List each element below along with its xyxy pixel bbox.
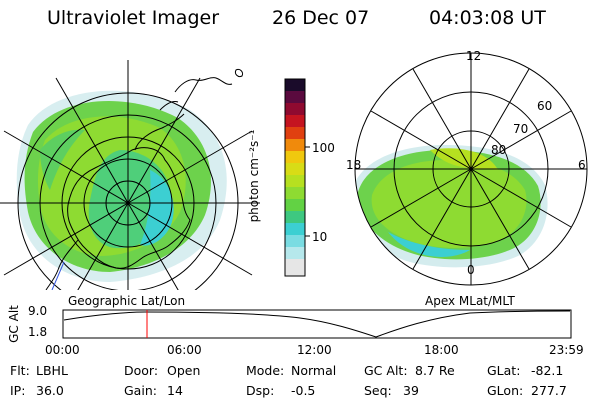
coastline — [45, 69, 243, 290]
colorbar-tick-10: 10 — [312, 230, 328, 244]
status-mode-label: Mode: — [246, 363, 285, 378]
mlt-label-6: 6 — [578, 158, 586, 172]
altitude-tick-low: 1.8 — [28, 325, 48, 339]
observation-time: 04:03:08 UT — [429, 7, 546, 29]
status-door-label: Door: — [124, 363, 159, 378]
status-door-value: Open — [167, 363, 201, 378]
status-filter-label: Flt: — [10, 363, 30, 378]
instrument-title: Ultraviolet Imager — [47, 7, 220, 29]
aurora-emission-geographic — [16, 90, 227, 282]
time-tick: 00:00 — [45, 343, 80, 357]
magnetic-map — [354, 52, 588, 286]
mlt-label-18: 18 — [346, 158, 362, 172]
magnetic-caption: Apex MLat/MLT — [425, 294, 515, 308]
altitude-tick-high: 9.0 — [28, 304, 48, 318]
geographic-caption: Geographic Lat/Lon — [68, 294, 186, 308]
status-glat-label: GLat: — [487, 363, 521, 378]
time-tick: 12:00 — [297, 343, 332, 357]
status-ip-value: 36.0 — [36, 383, 64, 398]
status-gain-label: Gain: — [124, 383, 157, 398]
colorbar — [284, 78, 310, 277]
observation-date: 26 Dec 07 — [272, 7, 370, 29]
mlt-label-12: 12 — [466, 49, 482, 63]
status-glat-value: -82.1 — [531, 363, 564, 378]
time-tick: 23:59 — [549, 343, 584, 357]
mlt-label-0: 0 — [467, 263, 475, 277]
altitude-plot — [62, 309, 572, 339]
colorbar-tick-100: 100 — [312, 141, 335, 155]
status-gcalt-value: 8.7 Re — [415, 363, 455, 378]
time-tick: 18:00 — [424, 343, 459, 357]
status-glon-label: GLon: — [487, 383, 524, 398]
mlat-label-70: 70 — [513, 122, 529, 136]
status-gcalt-label: GC Alt: — [364, 363, 408, 378]
latlon-grid — [0, 60, 260, 290]
mlat-label-80: 80 — [491, 143, 507, 157]
mlat-label-60: 60 — [537, 99, 553, 113]
status-dsp-label: Dsp: — [246, 383, 275, 398]
status-seq-value: 39 — [403, 383, 419, 398]
altitude-axis-label: GC Alt — [7, 305, 21, 343]
colorbar-unit-label: photon cm⁻²s⁻¹ — [247, 129, 261, 223]
status-filter-value: LBHL — [36, 363, 68, 378]
time-tick: 06:00 — [167, 343, 202, 357]
status-gain-value: 14 — [167, 383, 183, 398]
orbit-track-geo — [51, 261, 65, 290]
status-ip-label: IP: — [10, 383, 26, 398]
status-mode-value: Normal — [291, 363, 337, 378]
altitude-curve — [63, 310, 571, 338]
status-dsp-value: -0.5 — [291, 383, 316, 398]
mlat-mlt-grid — [354, 52, 588, 286]
status-seq-label: Seq: — [364, 383, 392, 398]
status-glon-value: 277.7 — [531, 383, 567, 398]
